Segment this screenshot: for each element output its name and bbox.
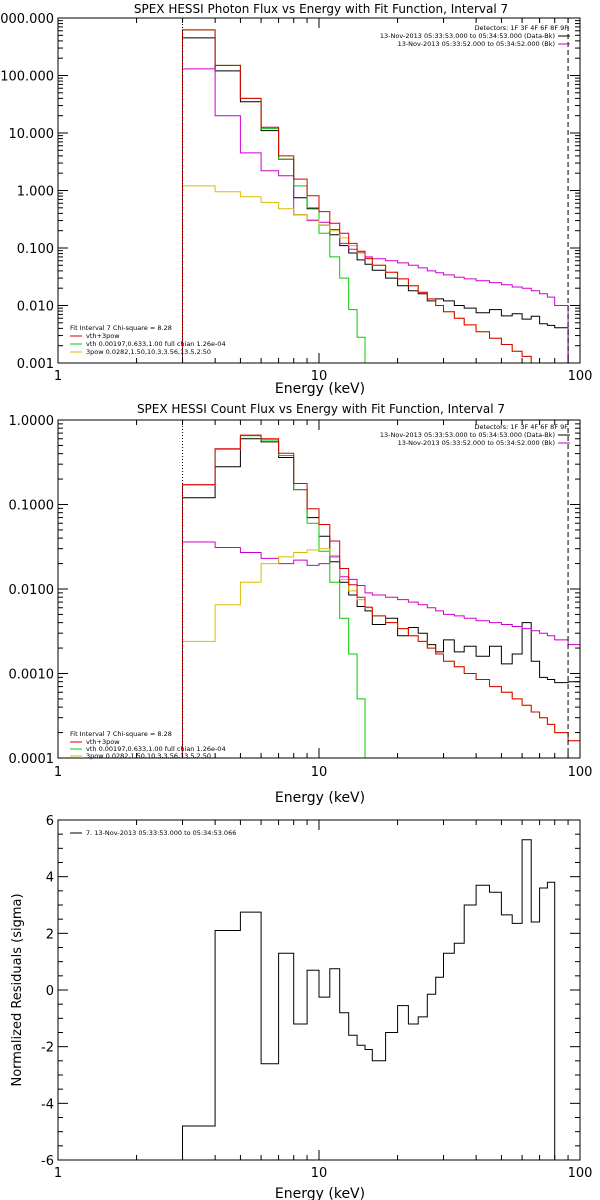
residuals-ticks bbox=[57, 819, 580, 1161]
photon-flux-markers bbox=[182, 18, 569, 363]
count-flux-y-tick-labels: 0.0001 0.0010 0.0100 0.1000 1.0000 bbox=[9, 414, 55, 767]
photon-flux-y-tick-label: 100.000 bbox=[0, 70, 54, 85]
photon-flux-x-tick-label: 10 bbox=[311, 369, 328, 384]
photon-flux-info-bk-interval: 13-Nov-2013 05:33:52.000 to 05:34:52.000… bbox=[398, 40, 555, 48]
photon-flux-x-axis-label: Energy (keV) bbox=[275, 381, 365, 397]
count-flux-x-tick-label: 100 bbox=[568, 765, 593, 780]
count-flux-y-tick-label: 0.0001 bbox=[9, 752, 55, 767]
count-flux-series-bk bbox=[182, 541, 580, 758]
count-flux-ticks bbox=[57, 419, 580, 759]
count-flux-y-tick-label: 0.1000 bbox=[9, 499, 55, 514]
photon-flux-title: SPEX HESSI Photon Flux vs Energy with Fi… bbox=[134, 2, 508, 16]
photon-flux-y-tick-labels: 0.001 0.010 0.100 1.000 10.000 100.000 1000.00… bbox=[0, 12, 54, 372]
residuals-y-tick-labels: -6 -4 -2 0 2 4 6 bbox=[41, 814, 54, 1169]
photon-flux-y-tick-label: 0.100 bbox=[17, 242, 54, 257]
photon-flux-legend-vth: vth 0.00197,0.633,1.00 full chian 1.26e-… bbox=[86, 340, 226, 348]
photon-flux-x-tick-label: 1 bbox=[54, 369, 62, 384]
residuals-y-tick-label: 6 bbox=[46, 814, 54, 829]
count-flux-x-axis-label: Energy (keV) bbox=[275, 790, 365, 806]
photon-flux-y-tick-label: 1.000 bbox=[17, 185, 54, 200]
photon-flux-series-vth-3pow bbox=[182, 29, 569, 363]
residuals-y-tick-label: -4 bbox=[41, 1097, 54, 1112]
photon-flux-legend-total: vth+3pow bbox=[86, 332, 120, 340]
residuals-series bbox=[182, 839, 569, 1160]
photon-flux-y-tick-label: 0.001 bbox=[17, 357, 54, 372]
residuals-series-residuals bbox=[182, 839, 569, 1160]
count-flux-series-vth-3pow bbox=[182, 434, 580, 758]
count-flux-legend-vth: vth 0.00197,0.633,1.00 full chian 1.26e-… bbox=[86, 745, 226, 753]
count-flux-x-tick-labels: 1 10 100 bbox=[54, 765, 593, 780]
residuals-x-tick-labels: 1 10 100 bbox=[54, 1166, 593, 1181]
photon-flux-series-bk bbox=[182, 68, 569, 363]
count-flux-x-tick-label: 1 bbox=[54, 765, 62, 780]
count-flux-legend: Fit Interval 7 Chi-square = 8.28 vth+3po… bbox=[70, 730, 226, 760]
photon-flux-x-tick-label: 100 bbox=[568, 369, 593, 384]
count-flux-markers bbox=[182, 420, 569, 758]
count-flux-legend-3pow: 3pow 0.0282,1.50,10.3,3.56,13.5,2.50 bbox=[86, 752, 211, 760]
photon-flux-chart: SPEX HESSI Photon Flux vs Energy with Fi… bbox=[0, 2, 592, 397]
residuals-legend-label: 7. 13-Nov-2013 05:33:53.000 to 05:34:53.… bbox=[86, 829, 236, 837]
count-flux-series-data-bk bbox=[182, 438, 580, 758]
count-flux-info-bk-interval: 13-Nov-2013 05:33:52.000 to 05:34:52.000… bbox=[398, 439, 555, 447]
count-flux-series-vth bbox=[182, 435, 580, 758]
count-flux-info-data-interval: 13-Nov-2013 05:33:53.000 to 05:34:53.000… bbox=[380, 431, 555, 439]
count-flux-frame bbox=[57, 419, 581, 759]
photon-flux-legend-3pow: 3pow 0.0282,1.50,10.3,3.56,13.5,2.50 bbox=[86, 348, 211, 356]
residuals-x-axis-label: Energy (keV) bbox=[275, 1186, 365, 1200]
count-flux-legend-total: vth+3pow bbox=[86, 738, 120, 746]
count-flux-y-tick-label: 0.0010 bbox=[9, 668, 55, 683]
count-flux-chart: SPEX HESSI Count Flux vs Energy with Fit… bbox=[9, 402, 593, 806]
residuals-x-tick-label: 100 bbox=[568, 1166, 593, 1181]
residuals-y-tick-label: 0 bbox=[46, 984, 54, 999]
photon-flux-ticks bbox=[57, 17, 580, 364]
residuals-legend: 7. 13-Nov-2013 05:33:53.000 to 05:34:53.… bbox=[70, 829, 236, 837]
photon-flux-legend: Fit Interval 7 Chi-square = 8.28 vth+3po… bbox=[70, 324, 226, 356]
count-flux-y-tick-label: 1.0000 bbox=[9, 414, 55, 429]
count-flux-series-3pow bbox=[182, 548, 580, 758]
residuals-x-tick-label: 1 bbox=[54, 1166, 62, 1181]
residuals-y-axis-label: Normalized Residuals (sigma) bbox=[10, 893, 25, 1086]
photon-flux-legend-fit: Fit Interval 7 Chi-square = 8.28 bbox=[70, 324, 172, 332]
count-flux-series bbox=[182, 434, 580, 758]
count-flux-info: Detectors: 1F 3F 4F 6F 8F 9F 13-Nov-2013… bbox=[380, 423, 570, 447]
photon-flux-y-tick-label: 1000.000 bbox=[0, 12, 54, 27]
count-flux-legend-fit: Fit Interval 7 Chi-square = 8.28 bbox=[70, 730, 172, 738]
photon-flux-x-tick-labels: 1 10 100 bbox=[54, 369, 593, 384]
photon-flux-series bbox=[182, 29, 569, 363]
photon-flux-series-3pow bbox=[182, 185, 569, 363]
photon-flux-info: Detectors: 1F 3F 4F 6F 8F 9F 13-Nov-2013… bbox=[380, 24, 570, 48]
photon-flux-series-vth bbox=[182, 29, 569, 363]
count-flux-y-tick-label: 0.0100 bbox=[9, 583, 55, 598]
residuals-y-tick-label: -2 bbox=[41, 1041, 54, 1056]
residuals-chart: -6 -4 -2 0 2 4 6 1 10 100 Energy (keV) Normalize… bbox=[10, 814, 592, 1200]
photon-flux-y-tick-label: 10.000 bbox=[9, 127, 55, 142]
photon-flux-y-tick-label: 0.010 bbox=[17, 300, 54, 315]
count-flux-info-detectors: Detectors: 1F 3F 4F 6F 8F 9F bbox=[474, 423, 568, 431]
residuals-y-tick-label: 2 bbox=[46, 927, 54, 942]
photon-flux-info-data-interval: 13-Nov-2013 05:33:53.000 to 05:34:53.000… bbox=[380, 32, 555, 40]
photon-flux-info-detectors: Detectors: 1F 3F 4F 6F 8F 9F bbox=[474, 24, 568, 32]
count-flux-x-tick-label: 10 bbox=[311, 765, 328, 780]
residuals-x-tick-label: 10 bbox=[311, 1166, 328, 1181]
count-flux-title: SPEX HESSI Count Flux vs Energy with Fit… bbox=[137, 402, 505, 416]
residuals-y-tick-label: 4 bbox=[46, 871, 54, 886]
residuals-y-tick-label: -6 bbox=[41, 1154, 54, 1169]
